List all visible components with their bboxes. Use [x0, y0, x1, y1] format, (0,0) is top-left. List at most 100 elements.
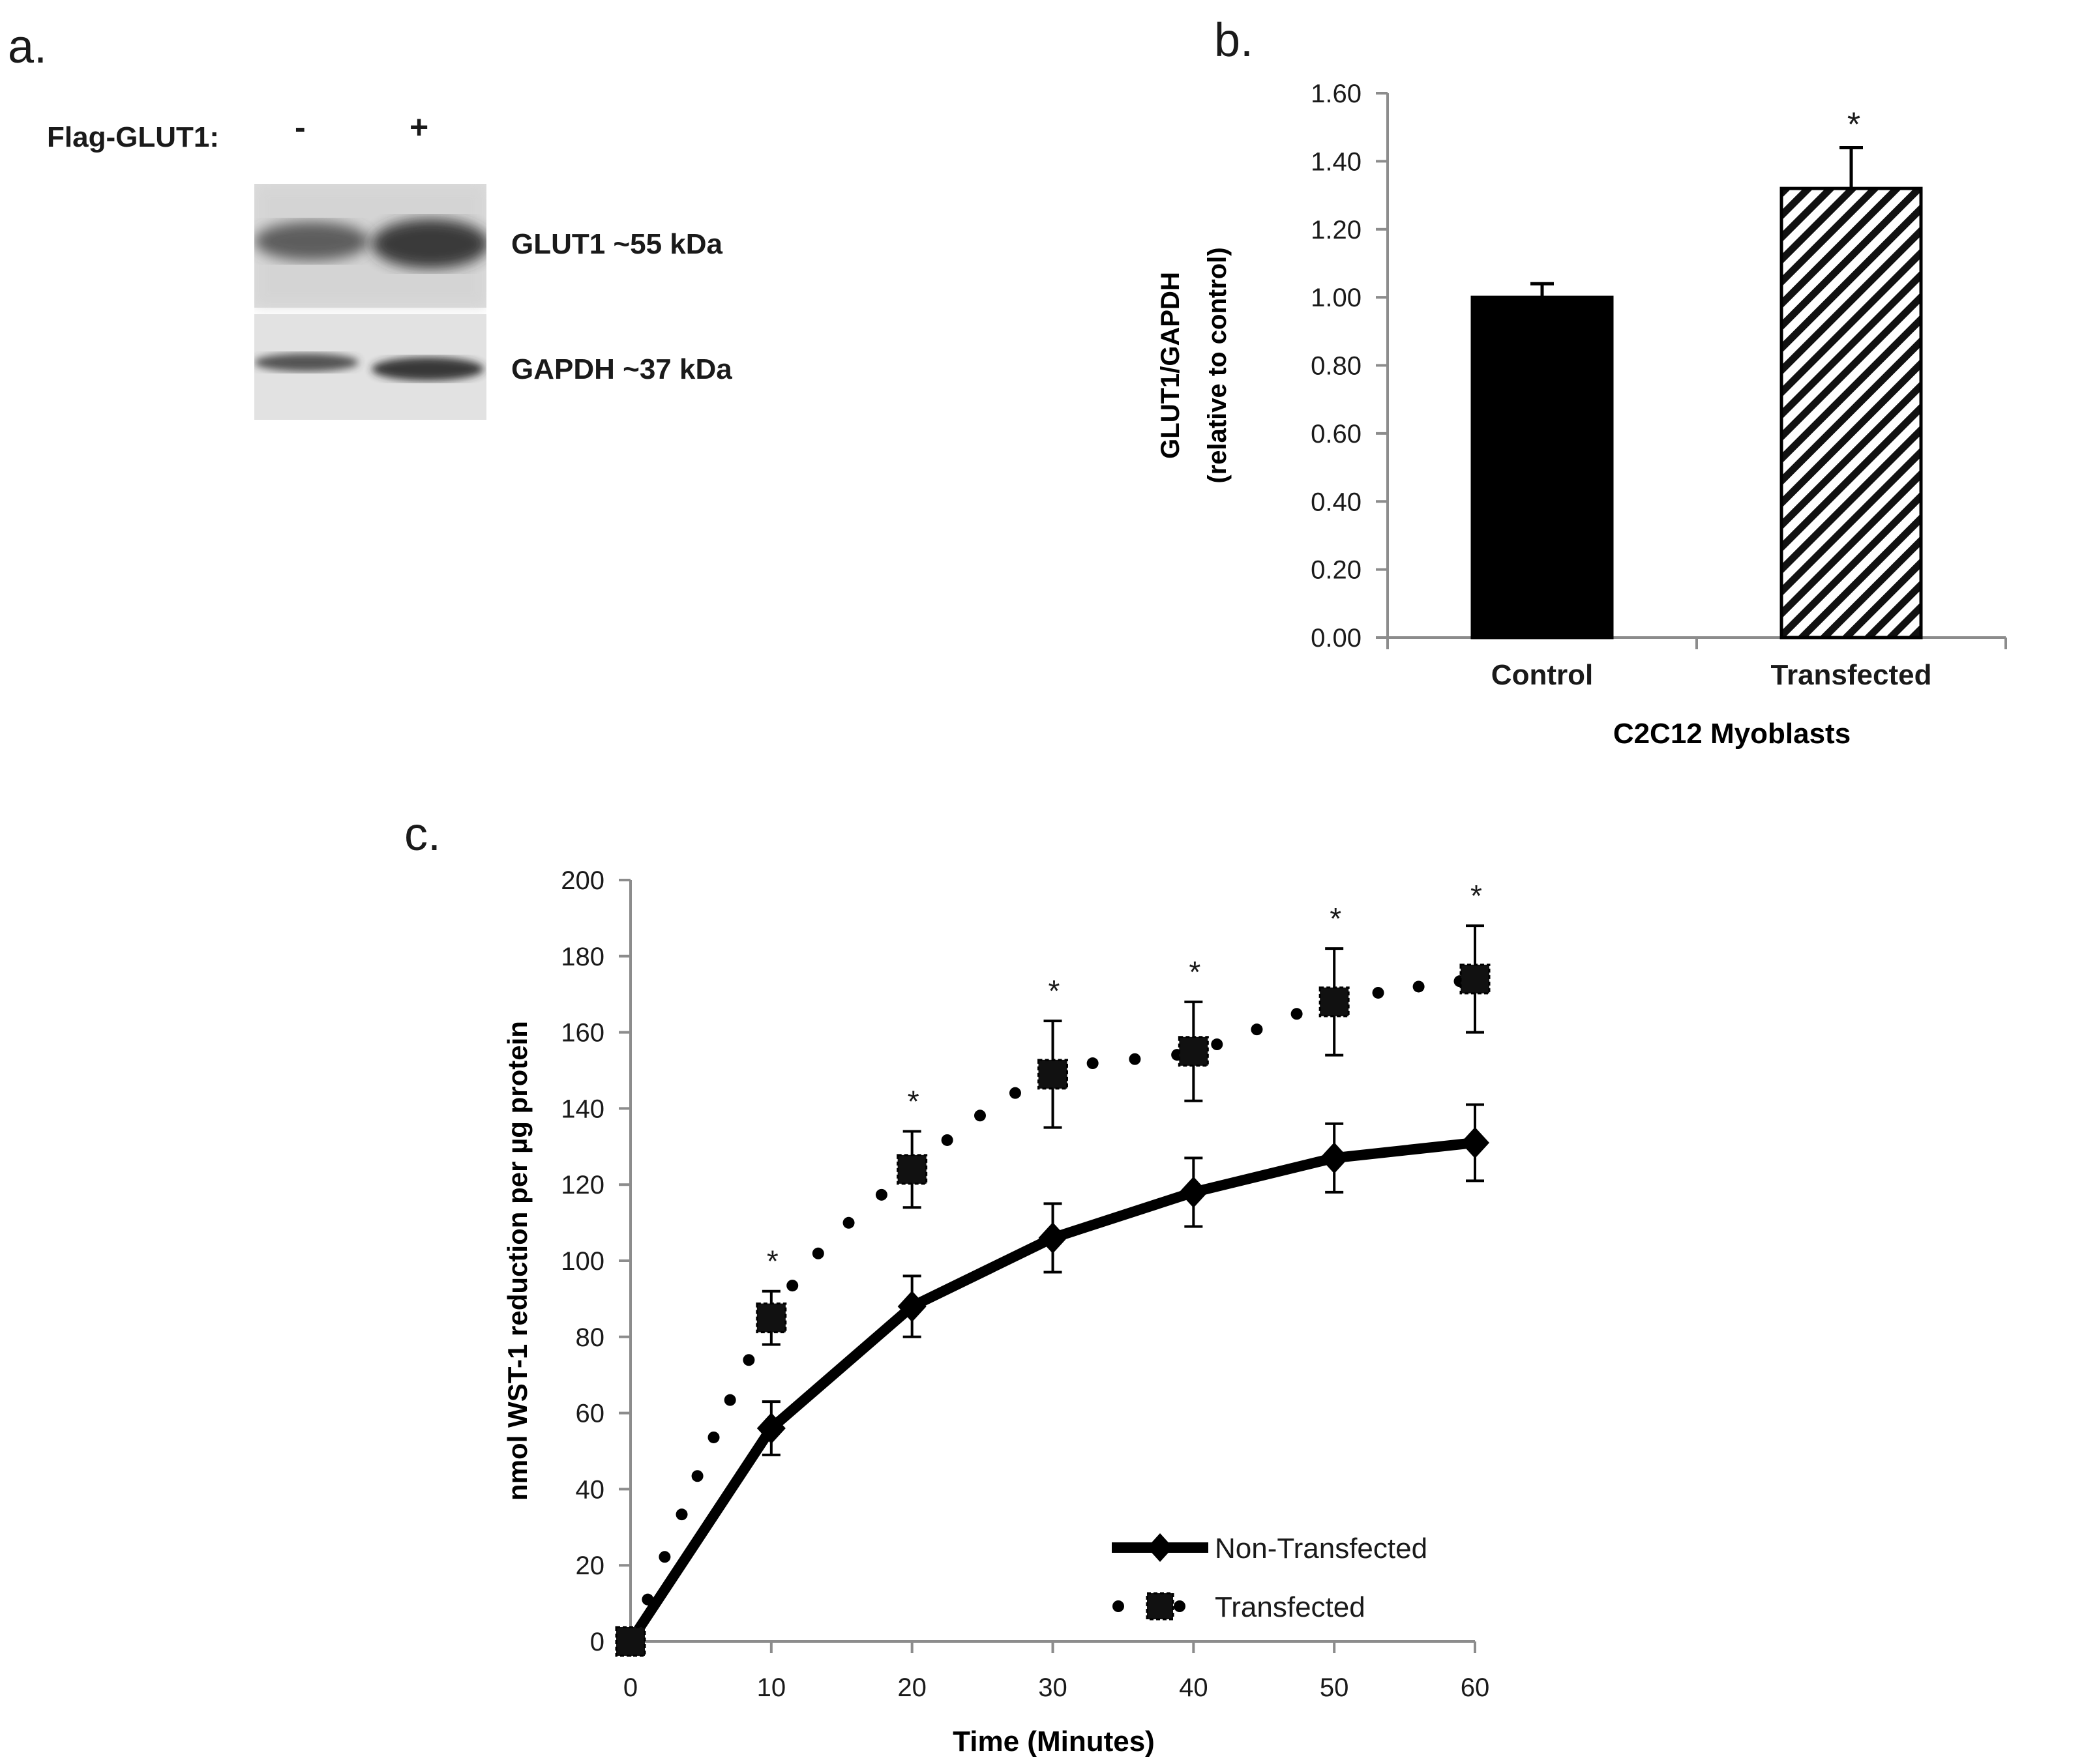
c-transfected-dot	[1129, 1053, 1141, 1065]
c-x-tick-label: 40	[1179, 1673, 1208, 1702]
b-y-tick-label: 0.60	[1311, 420, 1362, 448]
c-y-tick-label: 120	[561, 1171, 604, 1199]
b-ylabel-line2: (relative to control)	[1203, 247, 1232, 483]
c-y-tick-label: 60	[576, 1400, 605, 1428]
c-significance-star: *	[1470, 879, 1482, 913]
b-x-tick-label: Control	[1491, 659, 1593, 691]
b-xlabel: C2C12 Myoblasts	[1613, 718, 1851, 750]
lane-plus-sign: +	[409, 109, 429, 145]
c-y-axis: 0 20 40 60 80 100 120 140 160 180 200	[561, 866, 632, 1656]
c-y-tick-label: 160	[561, 1019, 604, 1048]
c-transfected-dot	[786, 1280, 799, 1292]
c-y-tick-label: 0	[590, 1628, 604, 1656]
c-legend-transfected-dot	[1112, 1600, 1124, 1612]
c-x-tick-label: 50	[1320, 1673, 1349, 1702]
c-series: * * * * * *	[615, 879, 1491, 1657]
lane-minus-sign: -	[295, 109, 306, 145]
glut1-band-lane1	[254, 222, 369, 261]
blot-image	[254, 184, 486, 420]
c-transfected-marker	[615, 1626, 646, 1657]
c-x-tick-label: 10	[757, 1673, 786, 1702]
c-transfected-dot	[1251, 1023, 1263, 1036]
b-y-tick-label: 1.00	[1311, 284, 1362, 312]
c-transfected-marker	[1037, 1059, 1068, 1090]
c-transfected-dot	[1009, 1087, 1021, 1099]
c-non-transfected-marker	[1179, 1176, 1208, 1208]
b-y-tick-label: 0.00	[1311, 624, 1362, 653]
c-non-transfected-marker	[756, 1412, 786, 1444]
c-transfected-dot	[676, 1508, 688, 1521]
c-y-tick-label: 180	[561, 943, 604, 971]
c-transfected-dot	[1412, 980, 1425, 993]
b-bar-control	[1470, 295, 1614, 639]
c-y-tick-label: 100	[561, 1247, 604, 1276]
c-legend-transfected-marker	[1146, 1592, 1174, 1621]
c-transfected-dot	[875, 1188, 887, 1201]
c-transfected-dot	[1372, 986, 1384, 999]
b-y-tick-label: 1.60	[1311, 80, 1362, 108]
c-transfected-dot	[707, 1431, 720, 1443]
c-legend: Non-Transfected Transfected	[1112, 1533, 1427, 1623]
b-ylabel-line1: GLUT1/GAPDH	[1156, 272, 1185, 459]
c-transfected-dot	[812, 1247, 824, 1259]
b-y-tick-label: 1.20	[1311, 216, 1362, 244]
b-y-tick-label: 0.80	[1311, 352, 1362, 381]
b-x-axis: Control Transfected	[1386, 636, 2007, 691]
c-transfected-marker	[1318, 986, 1350, 1018]
c-transfected-dot	[1086, 1057, 1099, 1070]
b-y-axis: 0.00 0.20 0.40 0.60 0.80 1.00 1.20 1.40 1.60	[1311, 80, 1389, 653]
c-x-tick-label: 60	[1461, 1673, 1490, 1702]
c-transfected-dot	[659, 1551, 671, 1563]
c-y-tick-label: 40	[576, 1475, 605, 1504]
b-bar-transfected	[1779, 186, 1923, 639]
c-transfected-dot	[974, 1110, 986, 1122]
b-x-tick-label: Transfected	[1771, 659, 1932, 691]
c-legend-non-transfected-marker	[1147, 1533, 1173, 1562]
c-xlabel: Time (Minutes)	[953, 1726, 1155, 1757]
glut1-band-lane2	[372, 219, 486, 269]
c-transfected-marker	[756, 1302, 787, 1334]
panel-b-label: b.	[1214, 14, 1254, 66]
c-transfected-dot	[743, 1354, 755, 1366]
b-significance-star: *	[1847, 106, 1860, 144]
gapdh-band-lane1	[254, 353, 359, 372]
b-bars: *	[1470, 106, 1923, 639]
b-y-tick-label: 1.40	[1311, 147, 1362, 176]
c-non-transfected-marker	[1320, 1142, 1349, 1174]
c-y-tick-label: 80	[576, 1323, 605, 1352]
c-transfected-dot	[1290, 1008, 1303, 1020]
c-significance-star: *	[767, 1244, 779, 1278]
gapdh-band-label: GAPDH ~37 kDa	[511, 353, 732, 385]
flag-glut1-label: Flag-GLUT1:	[47, 121, 219, 153]
c-transfected-dot	[842, 1216, 855, 1229]
line-chart-c: 0 20 40 60 80 100 120 140 160 180 200 0 10 20 30 40 50 6…	[502, 866, 1491, 1757]
c-legend-transfected-label: Transfected	[1215, 1591, 1365, 1623]
b-y-tick-label: 0.40	[1311, 488, 1362, 516]
panel-c-label: c.	[404, 808, 441, 860]
c-ylabel: nmol WST-1 reduction per µg protein	[502, 1021, 533, 1501]
c-non-transfected-marker	[1461, 1126, 1489, 1158]
bar-chart-b: 0.00 0.20 0.40 0.60 0.80 1.00 1.20 1.40 1.60 Con…	[1156, 80, 2007, 750]
c-transfected-marker	[1459, 963, 1491, 995]
c-significance-star: *	[1330, 902, 1341, 935]
c-x-axis: 0 10 20 30 40 50 60	[623, 1640, 1490, 1702]
c-transfected-marker	[897, 1154, 928, 1185]
c-significance-star: *	[908, 1084, 919, 1118]
c-transfected-dot	[941, 1134, 953, 1146]
c-transfected-dot	[1211, 1038, 1223, 1051]
c-y-tick-label: 140	[561, 1095, 604, 1123]
c-y-tick-label: 20	[576, 1551, 605, 1580]
panel-a-label: a.	[8, 21, 48, 73]
c-significance-star: *	[1189, 955, 1200, 989]
b-y-tick-label: 0.20	[1311, 556, 1362, 585]
c-transfected-dot	[724, 1394, 736, 1406]
c-x-tick-label: 30	[1038, 1673, 1067, 1702]
c-transfected-marker	[1178, 1036, 1209, 1067]
c-legend-non-transfected-label: Non-Transfected	[1215, 1533, 1427, 1565]
glut1-band-label: GLUT1 ~55 kDa	[511, 228, 723, 260]
c-x-tick-label: 20	[897, 1673, 927, 1702]
c-significance-star: *	[1049, 974, 1060, 1008]
gapdh-band-lane2	[372, 357, 484, 381]
c-y-tick-label: 200	[561, 866, 604, 895]
c-legend-transfected-dot2	[1174, 1600, 1185, 1612]
